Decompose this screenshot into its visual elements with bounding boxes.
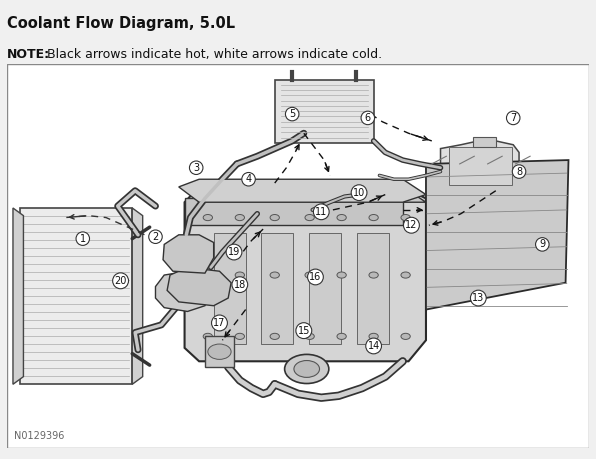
Circle shape <box>337 272 346 278</box>
Text: 12: 12 <box>405 220 418 230</box>
Polygon shape <box>185 187 426 361</box>
Text: 15: 15 <box>297 325 310 336</box>
Text: 7: 7 <box>510 113 516 123</box>
Text: 1: 1 <box>80 234 86 244</box>
Circle shape <box>203 214 213 221</box>
Text: NOTE:: NOTE: <box>7 48 50 61</box>
Polygon shape <box>163 235 213 273</box>
Polygon shape <box>275 79 374 143</box>
Text: 2: 2 <box>153 232 159 242</box>
Polygon shape <box>20 208 132 384</box>
Text: 16: 16 <box>309 272 322 282</box>
Polygon shape <box>199 187 426 202</box>
Polygon shape <box>426 160 569 309</box>
Circle shape <box>208 344 231 359</box>
Text: 20: 20 <box>114 276 127 286</box>
Circle shape <box>270 333 280 340</box>
Text: 17: 17 <box>213 318 226 328</box>
Circle shape <box>203 272 213 278</box>
Polygon shape <box>262 233 293 344</box>
Text: 3: 3 <box>193 163 199 173</box>
Text: 8: 8 <box>516 167 522 177</box>
Circle shape <box>369 272 378 278</box>
Circle shape <box>270 272 280 278</box>
Polygon shape <box>309 233 341 344</box>
Circle shape <box>203 333 213 340</box>
Text: 6: 6 <box>365 113 371 123</box>
Polygon shape <box>205 336 234 367</box>
Polygon shape <box>357 233 389 344</box>
Circle shape <box>369 214 378 221</box>
Circle shape <box>337 214 346 221</box>
Text: 9: 9 <box>539 240 545 249</box>
Circle shape <box>235 272 244 278</box>
Polygon shape <box>213 233 246 344</box>
Text: 5: 5 <box>289 109 295 119</box>
Circle shape <box>337 333 346 340</box>
Polygon shape <box>13 208 23 384</box>
Circle shape <box>235 333 244 340</box>
Polygon shape <box>132 208 142 384</box>
Circle shape <box>270 214 280 221</box>
Text: 11: 11 <box>315 207 327 217</box>
Text: 13: 13 <box>472 293 485 303</box>
Polygon shape <box>156 271 211 312</box>
Polygon shape <box>167 268 231 306</box>
Circle shape <box>305 333 314 340</box>
Polygon shape <box>440 141 519 191</box>
Circle shape <box>369 333 378 340</box>
Circle shape <box>294 360 319 377</box>
Polygon shape <box>185 198 403 225</box>
Polygon shape <box>449 147 512 185</box>
Text: 4: 4 <box>246 174 252 184</box>
Circle shape <box>305 272 314 278</box>
Text: 18: 18 <box>234 280 246 290</box>
Circle shape <box>305 214 314 221</box>
FancyBboxPatch shape <box>7 64 589 448</box>
Circle shape <box>401 272 410 278</box>
Text: Black arrows indicate hot, white arrows indicate cold.: Black arrows indicate hot, white arrows … <box>43 48 382 61</box>
Text: 19: 19 <box>228 247 240 257</box>
Text: Coolant Flow Diagram, 5.0L: Coolant Flow Diagram, 5.0L <box>7 16 235 31</box>
Circle shape <box>285 354 329 384</box>
Circle shape <box>235 214 244 221</box>
Text: 14: 14 <box>368 341 380 351</box>
Circle shape <box>401 214 410 221</box>
Text: 10: 10 <box>353 188 365 198</box>
Circle shape <box>401 333 410 340</box>
Text: N0129396: N0129396 <box>14 431 64 441</box>
Polygon shape <box>473 137 496 147</box>
Polygon shape <box>179 179 426 202</box>
